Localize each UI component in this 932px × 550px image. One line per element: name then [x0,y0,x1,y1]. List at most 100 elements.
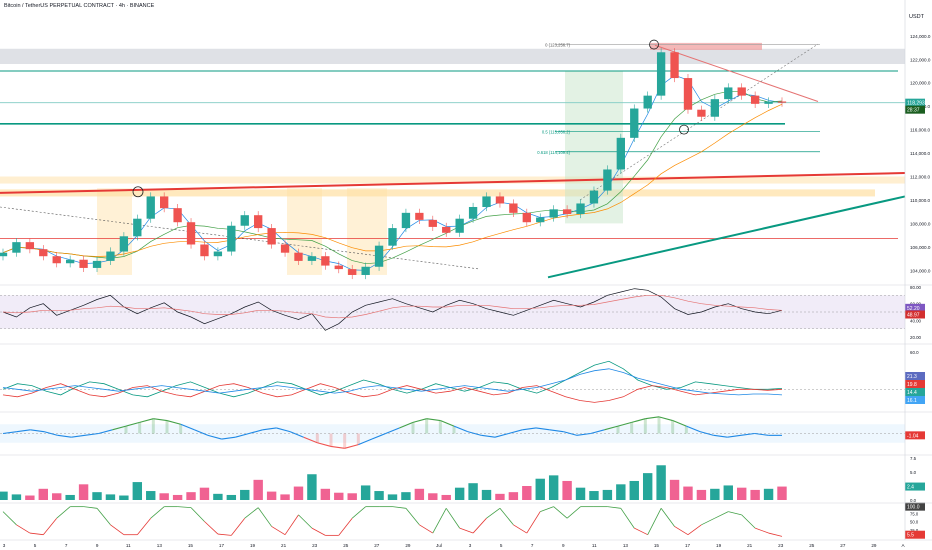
vol-tick-label: 0.0 [910,498,917,503]
dmi-minus-line [2,383,783,403]
osc-segment [194,429,209,436]
osc-badge: -1.04 [907,433,919,439]
stoch-segment [472,517,487,534]
volume-bar [240,489,250,500]
price-tick-label: 114,000.0 [910,151,931,156]
volume-bar [172,494,183,500]
stoch-segment [405,508,420,526]
candle-body [455,218,464,233]
x-axis-label: 19 [250,543,256,548]
stoch-segment [96,508,111,526]
x-axis-label: 21 [747,543,753,548]
rsi-line [2,288,783,331]
osc-segment [317,442,332,447]
dmi-badge-bg [905,372,925,380]
osc-segment [385,427,400,435]
candle-body [348,269,357,275]
dashed-trend-left [0,206,481,270]
candle-body [388,228,397,246]
volume-bar [199,487,210,500]
volume-bar [589,491,599,500]
x-axis-label: 9 [562,543,565,548]
volume-bar [25,495,35,500]
countdown-badge: 28:37 [907,108,920,114]
green-trendline [547,195,906,279]
osc-segment [631,418,646,423]
x-axis-label: 29 [871,543,877,548]
volume-bar [78,484,89,500]
volume-bar [495,493,505,500]
osc-segment [371,432,386,440]
volume-bar [266,491,277,500]
osc-segment [672,420,687,427]
candle-body [160,196,169,209]
candle-body [750,95,760,104]
descending-trendline [654,44,819,102]
osc-segment [699,431,714,436]
x-axis-label: 27 [840,543,846,548]
osc-segment [727,434,742,438]
osc-segment [522,427,537,431]
rsi-tick-label: 40.00 [910,318,922,323]
rsi-signal-badge-bg [905,310,925,319]
volume-bar [535,478,545,500]
x-axis-label: 23 [778,543,784,548]
volume-bar [119,495,129,500]
stoch-segment [42,517,58,535]
candle-body [495,196,505,204]
osc-segment [358,438,373,446]
candle-body [146,196,155,219]
volume-bar [575,487,586,500]
volume-bar [186,492,196,500]
orange-zone-lower [0,189,875,197]
candle-body [12,242,21,253]
stoch-segment [714,511,729,519]
x-axis-label: 15 [188,543,194,548]
osc-segment [481,434,496,438]
price-tick-label: 112,000.0 [910,175,931,180]
stoch-segment [257,507,272,527]
candle-body [428,219,437,227]
x-axis-label: 9 [96,543,99,548]
osc-segment [754,432,769,436]
osc-segment [713,434,728,438]
volume-bar [522,486,532,500]
ath-marker [649,39,659,50]
candle-body [280,244,290,253]
stoch-segment [634,527,648,536]
volume-bar [213,493,223,500]
volume-bar [38,488,48,500]
candle-body [724,87,733,100]
vol-badge-bg [905,482,925,491]
osc-segment [84,432,99,436]
candle-body [509,203,518,213]
osc-segment [262,427,277,431]
stoch-segment [284,514,299,535]
candle-body [321,256,330,266]
stoch-segment [687,524,702,536]
candle-body [643,95,652,109]
price-tick-label: 116,000.0 [910,128,931,133]
volume-bar [737,487,747,500]
volume-bar [253,479,263,500]
volume-bar [750,489,760,500]
candle-body [0,252,8,257]
stoch-segment [217,533,232,536]
volume-bar [642,473,653,500]
volume-bar [146,491,156,500]
osc-segment [71,434,86,438]
candle-body [777,101,787,103]
stoch-segment [553,506,568,519]
volume-bar [226,494,237,500]
candle-body [227,225,236,252]
osc-segment [248,429,263,435]
osc-segment [221,436,236,440]
stoch-segment [16,524,31,534]
candle-body [200,244,209,257]
stoch-segment [486,507,501,519]
price-tick-label: 104,000.0 [910,268,931,273]
volume-bar [548,475,559,500]
x-axis-label: 3 [469,543,472,548]
